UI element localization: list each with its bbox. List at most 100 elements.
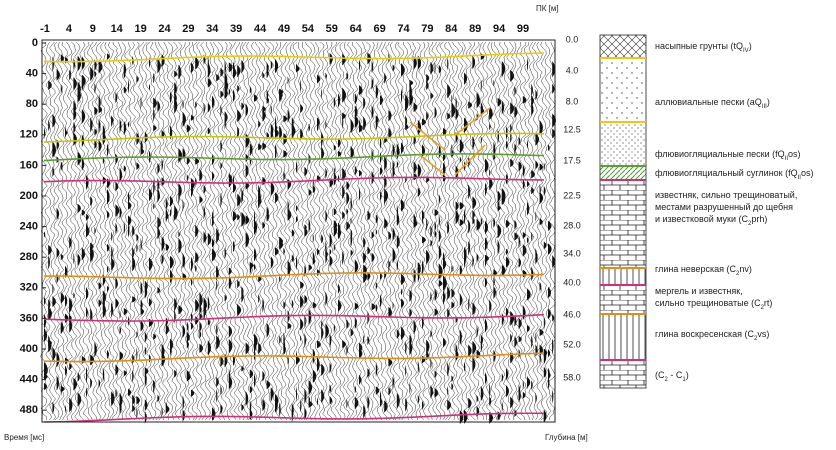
trace-lobe [69, 297, 73, 314]
trace-lobe [543, 162, 545, 172]
trace-lobe [279, 275, 281, 283]
trace-lobe [434, 209, 439, 217]
trace [237, 41, 246, 421]
trace-lobe [254, 373, 256, 388]
trace-lobe [86, 386, 88, 398]
trace-lobe [548, 367, 550, 379]
trace-lobe [552, 83, 555, 94]
trace-lobe [90, 117, 93, 133]
trace-lobe [333, 243, 336, 252]
trace [351, 41, 359, 421]
legend-label-part: os [788, 149, 798, 159]
trace-lobe [241, 403, 244, 412]
trace-lobe [321, 389, 325, 404]
trace-lobe [195, 264, 197, 273]
trace-lobe [132, 354, 135, 365]
trace-lobe [350, 328, 354, 337]
trace-lobe [409, 334, 412, 346]
trace-lobe [434, 308, 439, 317]
trace-lobe [535, 132, 540, 146]
trace-lobe [220, 162, 223, 170]
trace-lobe [157, 58, 161, 74]
trace-lobe [237, 126, 240, 139]
trace-lobe [329, 248, 332, 256]
trace [107, 41, 115, 421]
trace-lobe [203, 185, 206, 194]
trace-lobe [350, 119, 354, 134]
trace-lobe [279, 236, 283, 247]
trace-lobe [300, 335, 302, 342]
time-tick-label: 240 [20, 221, 38, 233]
trace-lobe [468, 344, 472, 357]
trace-lobe [350, 217, 352, 226]
trace-lobe [497, 200, 500, 208]
trace-lobe [228, 87, 231, 96]
trace-lobe [371, 105, 374, 120]
trace-lobe [111, 116, 114, 125]
trace-lobe [396, 204, 399, 219]
trace-lobe [359, 59, 361, 72]
legend-label-part: - C [668, 370, 683, 380]
trace-lobe [81, 157, 85, 171]
trace-lobe [342, 114, 344, 130]
trace-lobe [308, 309, 312, 325]
trace-lobe [56, 351, 60, 368]
top-tick-label: 49 [278, 23, 290, 35]
trace-lobe [132, 394, 135, 406]
trace-lobe [333, 96, 336, 109]
time-tick-label: 40 [26, 68, 38, 80]
trace-lobe [401, 63, 405, 74]
trace-lobe [325, 210, 328, 223]
trace-lobe [501, 100, 505, 115]
trace-lobe [543, 241, 547, 250]
trace-lobe [90, 66, 94, 82]
trace-lobe [191, 278, 193, 287]
trace [183, 41, 191, 421]
trace-lobe [485, 277, 488, 288]
trace-lobe [359, 118, 361, 131]
trace-lobe [262, 142, 267, 151]
trace-lobe [354, 385, 357, 394]
trace-lobe [304, 332, 307, 349]
trace-lobe [107, 265, 109, 273]
trace-lobe [527, 288, 531, 301]
trace-lobe [220, 192, 222, 208]
trace-lobe [489, 411, 494, 424]
trace-lobe [115, 91, 118, 104]
trace-lobe [485, 220, 489, 235]
trace-lobe [149, 188, 153, 202]
trace-lobe [405, 341, 407, 355]
trace-lobe [506, 248, 509, 255]
trace-lobe [388, 264, 390, 274]
trace-lobe [207, 127, 211, 135]
trace-lobe [392, 376, 394, 391]
fault-line [454, 107, 491, 136]
fault-line [409, 121, 446, 151]
trace-lobe [312, 185, 316, 194]
trace-lobe [489, 108, 493, 121]
trace-lobe [417, 360, 420, 374]
trace-lobe [539, 352, 542, 364]
trace-lobe [497, 97, 502, 107]
trace-lobe [123, 86, 127, 94]
trace-lobe [140, 284, 143, 296]
top-tick-label: 69 [373, 23, 385, 35]
trace-lobe [98, 378, 101, 388]
trace-lobe [346, 399, 348, 409]
trace-lobe [514, 85, 516, 97]
trace [284, 41, 292, 421]
trace-lobe [396, 143, 400, 160]
trace-lobe [165, 207, 168, 223]
trace-lobe [174, 70, 178, 78]
trace-lobe [434, 107, 437, 119]
trace [254, 41, 262, 420]
trace-lobe [140, 237, 142, 252]
legend-label-part: мергель и известняк, [655, 286, 743, 296]
trace-lobe [506, 307, 509, 317]
trace-lobe [153, 72, 155, 84]
trace-lobe [149, 83, 151, 91]
trace-lobe [144, 399, 148, 412]
trace-lobe [417, 163, 422, 178]
trace-lobe [44, 231, 46, 238]
trace-lobe [476, 92, 480, 104]
